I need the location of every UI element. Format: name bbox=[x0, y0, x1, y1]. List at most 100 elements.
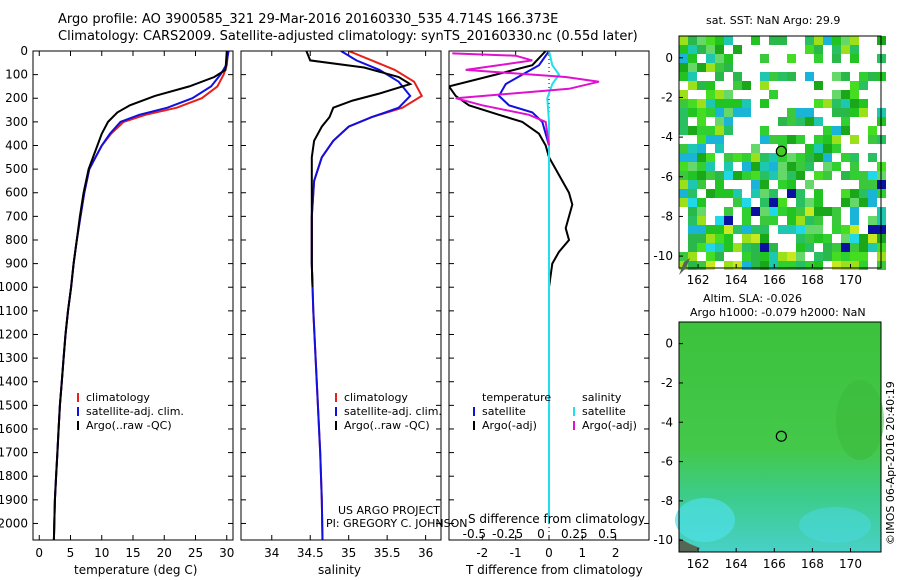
sst-cell bbox=[697, 45, 706, 54]
sst-cell bbox=[841, 90, 850, 99]
sla-argo-marker bbox=[775, 430, 787, 442]
diff-legend-label: temperature bbox=[482, 391, 551, 404]
sst-cell bbox=[832, 261, 841, 270]
sst-cell bbox=[832, 225, 841, 234]
sst-cell bbox=[868, 72, 877, 81]
legend-label: satellite-adj. clim. bbox=[86, 405, 184, 418]
sst-cell bbox=[787, 72, 796, 81]
sst-cell bbox=[796, 243, 805, 252]
sst-cell bbox=[688, 198, 697, 207]
sal-xtick-label: 35.5 bbox=[374, 546, 401, 560]
sst-cell bbox=[868, 153, 877, 162]
sst-cell bbox=[760, 261, 769, 270]
diff-legend-label: salinity bbox=[582, 391, 622, 404]
sla-map-xtick-label: 164 bbox=[725, 557, 748, 571]
sst-map-xtick-label: 170 bbox=[839, 273, 862, 287]
sst-cell bbox=[724, 243, 733, 252]
sst-cell bbox=[859, 261, 868, 270]
sst-cell bbox=[832, 90, 841, 99]
sst-cell bbox=[850, 252, 859, 261]
sst-cell bbox=[733, 81, 742, 90]
sst-cell bbox=[841, 189, 850, 198]
sst-map-xtick-label: 162 bbox=[687, 273, 710, 287]
sst-cell bbox=[760, 162, 769, 171]
sst-cell bbox=[679, 189, 688, 198]
sst-cell bbox=[679, 36, 688, 45]
sst-cell bbox=[697, 108, 706, 117]
depth-tick-label: 700 bbox=[5, 209, 28, 223]
sst-map-ytick-label: -8 bbox=[661, 209, 673, 223]
sst-cell bbox=[796, 252, 805, 261]
sst-cell bbox=[832, 99, 841, 108]
sst-cell bbox=[688, 45, 697, 54]
sst-cell bbox=[778, 36, 787, 45]
sst-cell bbox=[724, 234, 733, 243]
sst-cell bbox=[724, 36, 733, 45]
sst-cell bbox=[814, 135, 823, 144]
sst-cell bbox=[796, 216, 805, 225]
sst-cell bbox=[760, 153, 769, 162]
sst-cell bbox=[733, 261, 742, 270]
diff-legend-label: Argo(-adj) bbox=[582, 419, 637, 432]
sst-cell bbox=[706, 99, 715, 108]
sst-cell bbox=[814, 171, 823, 180]
sst-cell bbox=[715, 144, 724, 153]
sal-xtick-label: 36 bbox=[418, 546, 433, 560]
sst-cell bbox=[805, 45, 814, 54]
sla-map-xtick-label: 162 bbox=[687, 557, 710, 571]
legend-label: climatology bbox=[86, 391, 150, 404]
sst-cell bbox=[832, 144, 841, 153]
sst-cell bbox=[733, 189, 742, 198]
sst-map-xtick-label: 166 bbox=[763, 273, 786, 287]
sla-map-xtick-label: 168 bbox=[801, 557, 824, 571]
temp-xtick-label: 20 bbox=[157, 546, 172, 560]
sst-cell bbox=[697, 36, 706, 45]
sst-cell bbox=[841, 252, 850, 261]
sst-cell bbox=[787, 54, 796, 63]
sst-cell bbox=[805, 234, 814, 243]
sst-cell bbox=[724, 54, 733, 63]
sst-cell bbox=[859, 171, 868, 180]
sst-cell bbox=[868, 234, 877, 243]
sst-cell bbox=[850, 135, 859, 144]
depth-tick-label: 1600 bbox=[0, 422, 28, 436]
sst-cell bbox=[769, 162, 778, 171]
sst-cell bbox=[715, 135, 724, 144]
sst-cell bbox=[805, 162, 814, 171]
sst-cell bbox=[679, 144, 688, 153]
sst-cell bbox=[688, 189, 697, 198]
sst-cell bbox=[814, 198, 823, 207]
sla-map-ytick-label: -2 bbox=[661, 376, 673, 390]
temperature-xlabel: temperature (deg C) bbox=[74, 563, 198, 577]
sst-cell bbox=[760, 189, 769, 198]
sst-cell bbox=[823, 144, 832, 153]
sst-cell bbox=[805, 72, 814, 81]
sst-cell bbox=[805, 261, 814, 270]
sst-cell bbox=[850, 234, 859, 243]
sst-cell bbox=[805, 225, 814, 234]
sst-cell bbox=[760, 171, 769, 180]
project-line-1: US ARGO PROJECT bbox=[338, 504, 440, 517]
sst-cell bbox=[796, 234, 805, 243]
sst-cell bbox=[850, 162, 859, 171]
sst-cell bbox=[796, 153, 805, 162]
sst-cell bbox=[796, 189, 805, 198]
sst-cell bbox=[823, 234, 832, 243]
sst-cell bbox=[841, 243, 850, 252]
sst-cell bbox=[742, 108, 751, 117]
sst-cell bbox=[715, 63, 724, 72]
sst-cell bbox=[778, 162, 787, 171]
difference-xlabel: T difference from climatology bbox=[466, 563, 643, 577]
sst-cell bbox=[805, 180, 814, 189]
sst-cell bbox=[715, 90, 724, 99]
sst-cell bbox=[841, 36, 850, 45]
sst-cell bbox=[796, 171, 805, 180]
sst-cell bbox=[688, 207, 697, 216]
sst-cell bbox=[679, 99, 688, 108]
sst-cell bbox=[841, 153, 850, 162]
sst-map-ytick-label: 0 bbox=[665, 51, 673, 65]
sst-cell bbox=[760, 225, 769, 234]
sst-cell bbox=[823, 99, 832, 108]
sst-cell bbox=[832, 252, 841, 261]
